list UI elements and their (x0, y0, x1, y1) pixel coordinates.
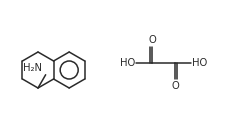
Text: HO: HO (192, 58, 207, 68)
Text: H₂N: H₂N (23, 63, 42, 73)
Text: HO: HO (120, 58, 135, 68)
Text: O: O (148, 35, 156, 45)
Text: O: O (171, 81, 179, 91)
